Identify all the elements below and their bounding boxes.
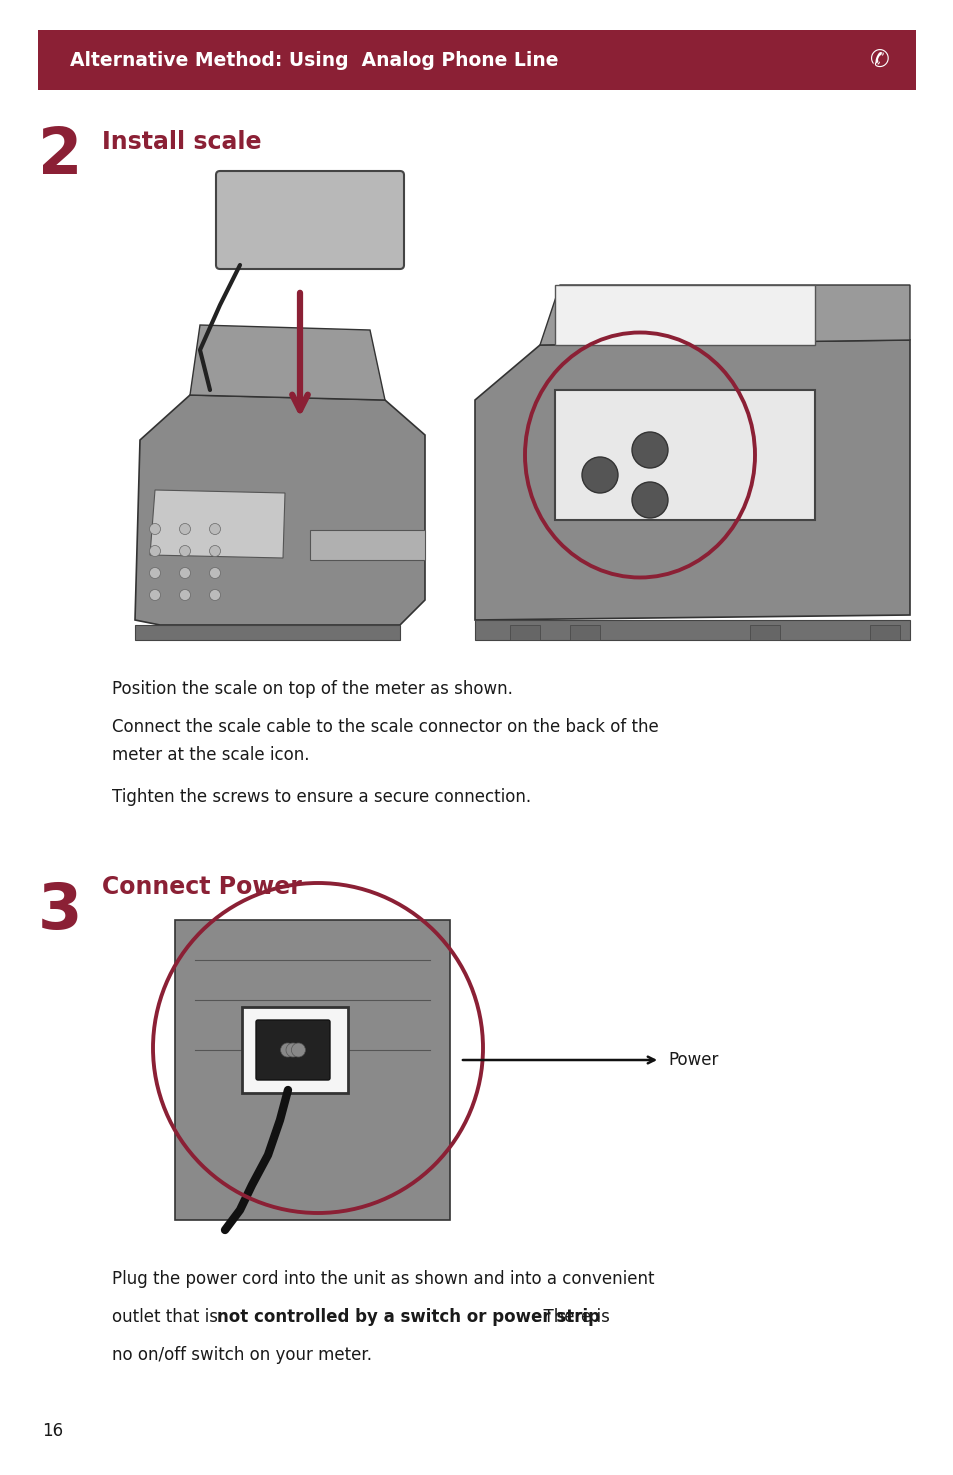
Text: Plug the power cord into the unit as shown and into a convenient: Plug the power cord into the unit as sho… [112,1270,654,1288]
Text: 3: 3 [38,881,82,943]
Text: no on/off switch on your meter.: no on/off switch on your meter. [112,1345,372,1363]
Bar [569,625,599,640]
Circle shape [150,524,160,534]
Text: Connect the scale cable to the scale connector on the back of the: Connect the scale cable to the scale con… [112,718,659,736]
FancyBboxPatch shape [255,1021,330,1080]
Polygon shape [174,920,450,1220]
Text: not controlled by a switch or power strip: not controlled by a switch or power stri… [216,1308,599,1326]
Text: Install scale: Install scale [102,130,261,153]
Polygon shape [135,395,424,625]
Circle shape [280,1043,294,1058]
Circle shape [150,568,160,578]
Circle shape [210,546,220,556]
Polygon shape [150,490,285,558]
Text: Alternative Method: Using  Analog Phone Line: Alternative Method: Using Analog Phone L… [70,50,558,69]
Bar [749,625,780,640]
Text: Connect Power: Connect Power [102,875,301,898]
Circle shape [210,524,220,534]
Circle shape [210,568,220,578]
Text: Tighten the screws to ensure a secure connection.: Tighten the screws to ensure a secure co… [112,788,531,805]
Text: Power: Power [667,1052,718,1069]
Circle shape [631,432,667,468]
Polygon shape [475,341,909,620]
Circle shape [179,524,191,534]
Text: . There is: . There is [532,1308,609,1326]
Bar [38,30,915,90]
Circle shape [179,546,191,556]
Bar [510,625,539,640]
Bar [869,625,899,640]
Text: ✆: ✆ [869,49,889,72]
FancyBboxPatch shape [555,285,814,345]
Circle shape [291,1043,305,1058]
Circle shape [631,482,667,518]
FancyBboxPatch shape [215,171,403,268]
Text: meter at the scale icon.: meter at the scale icon. [112,746,309,764]
Circle shape [150,590,160,600]
Polygon shape [190,324,385,400]
Polygon shape [135,625,399,640]
Polygon shape [310,530,424,560]
Circle shape [179,590,191,600]
FancyBboxPatch shape [242,1007,348,1093]
FancyBboxPatch shape [555,389,814,521]
Text: ⚖: ⚖ [645,435,663,454]
Text: Position the scale on top of the meter as shown.: Position the scale on top of the meter a… [112,680,513,698]
Circle shape [150,546,160,556]
Circle shape [581,457,618,493]
Circle shape [179,568,191,578]
Polygon shape [539,285,909,345]
Text: 16: 16 [42,1422,63,1440]
Circle shape [210,590,220,600]
Polygon shape [475,620,909,640]
Text: 2: 2 [38,125,82,187]
Text: outlet that is: outlet that is [112,1308,223,1326]
Circle shape [286,1043,299,1058]
